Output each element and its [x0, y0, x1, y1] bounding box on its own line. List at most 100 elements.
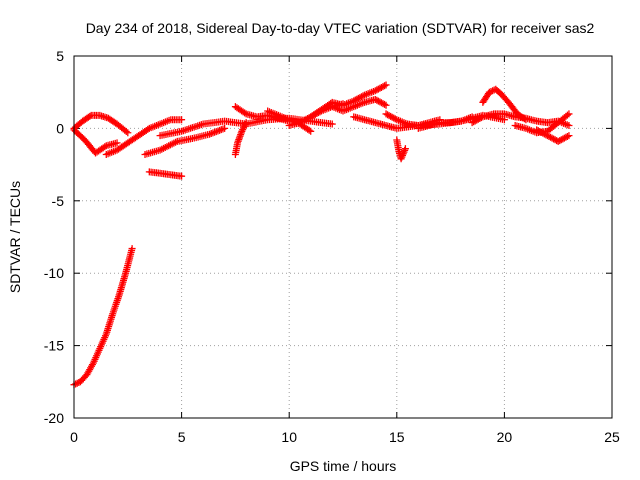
data-point — [371, 87, 379, 95]
data-point — [113, 139, 121, 147]
data-point — [124, 129, 132, 137]
data-point — [379, 100, 387, 108]
series-arc-r — [511, 110, 573, 137]
data-point — [388, 113, 396, 121]
data-point — [354, 94, 362, 102]
series-arc-k — [264, 107, 315, 135]
data-point — [537, 128, 545, 136]
data-point — [122, 128, 130, 136]
data-point — [385, 112, 393, 120]
data-point — [128, 245, 136, 253]
series-recovery-arc — [70, 245, 136, 389]
data-point — [356, 94, 364, 102]
data-point — [477, 114, 485, 122]
data-point — [391, 115, 399, 123]
data-point — [351, 96, 359, 104]
data-point — [301, 116, 309, 124]
chart-title: Day 234 of 2018, Sidereal Day-to-day VTE… — [86, 20, 595, 36]
x-tick-label: 25 — [604, 429, 620, 445]
plot-frame — [73, 55, 613, 419]
data-point — [533, 126, 541, 134]
series-arc-m — [393, 136, 409, 163]
data-point — [374, 97, 382, 105]
data-point — [178, 172, 186, 180]
data-point — [468, 119, 476, 127]
data-point — [473, 116, 481, 124]
data-point — [178, 116, 186, 124]
data-point — [534, 127, 542, 135]
series-arc-low — [145, 168, 186, 180]
y-tick-label: -15 — [44, 338, 64, 354]
data-point — [381, 82, 389, 90]
y-tick-label: -20 — [44, 410, 64, 426]
data-point — [543, 132, 551, 140]
data-point — [536, 128, 544, 136]
data-point — [387, 112, 395, 120]
x-tick-label: 5 — [178, 429, 186, 445]
y-tick-label: 0 — [56, 120, 64, 136]
series-arc-d — [141, 124, 229, 158]
data-point — [359, 92, 367, 100]
x-tick-label: 0 — [70, 429, 78, 445]
data-point — [307, 127, 315, 135]
data-point — [565, 122, 573, 130]
points-layer — [70, 81, 573, 389]
data-point — [384, 111, 392, 119]
data-point — [377, 83, 385, 91]
data-point — [357, 93, 365, 101]
series-arc-a — [70, 111, 132, 137]
series-arc-j — [328, 95, 390, 115]
data-point — [382, 81, 390, 89]
data-point — [73, 379, 81, 387]
data-point — [353, 95, 361, 103]
x-axis-label: GPS time / hours — [290, 458, 397, 474]
data-point — [548, 134, 556, 142]
y-tick-label: -10 — [44, 265, 64, 281]
data-point — [382, 110, 390, 118]
data-point — [559, 135, 567, 143]
data-point — [560, 134, 568, 142]
data-point — [551, 136, 559, 144]
data-point — [565, 110, 573, 118]
data-point — [382, 101, 390, 109]
data-point — [305, 126, 313, 134]
data-point — [563, 111, 571, 119]
data-point — [376, 98, 384, 106]
data-point — [72, 380, 80, 388]
data-point — [545, 132, 553, 140]
series-arc-i — [307, 81, 390, 121]
x-tick-label: 20 — [497, 429, 513, 445]
data-point — [540, 130, 548, 138]
data-point — [373, 96, 381, 104]
series-arc-n — [350, 111, 508, 132]
data-point — [539, 129, 547, 137]
data-point — [304, 114, 312, 122]
data-point — [381, 100, 389, 108]
data-point — [302, 115, 310, 123]
series-arc-o — [414, 113, 476, 132]
y-tick-label: -5 — [52, 193, 65, 209]
data-point — [373, 86, 381, 94]
data-point — [471, 117, 479, 125]
data-point — [379, 83, 387, 91]
data-point — [101, 143, 109, 151]
data-point — [371, 95, 379, 103]
x-tick-label: 10 — [281, 429, 297, 445]
data-point — [242, 119, 250, 127]
data-point — [328, 120, 336, 128]
data-point — [376, 84, 384, 92]
data-point — [487, 87, 495, 95]
data-point — [401, 145, 409, 153]
series-arc-g — [231, 119, 250, 158]
data-point — [390, 114, 398, 122]
data-point — [557, 136, 565, 144]
data-point — [565, 132, 573, 140]
y-axis-label: SDTVAR / TECUs — [7, 181, 23, 293]
data-point — [563, 132, 571, 140]
data-point — [554, 137, 562, 145]
data-point — [377, 99, 385, 107]
series-arc-s — [533, 126, 573, 145]
data-point — [550, 135, 558, 143]
data-point — [86, 112, 94, 120]
x-tick-label: 15 — [389, 429, 405, 445]
